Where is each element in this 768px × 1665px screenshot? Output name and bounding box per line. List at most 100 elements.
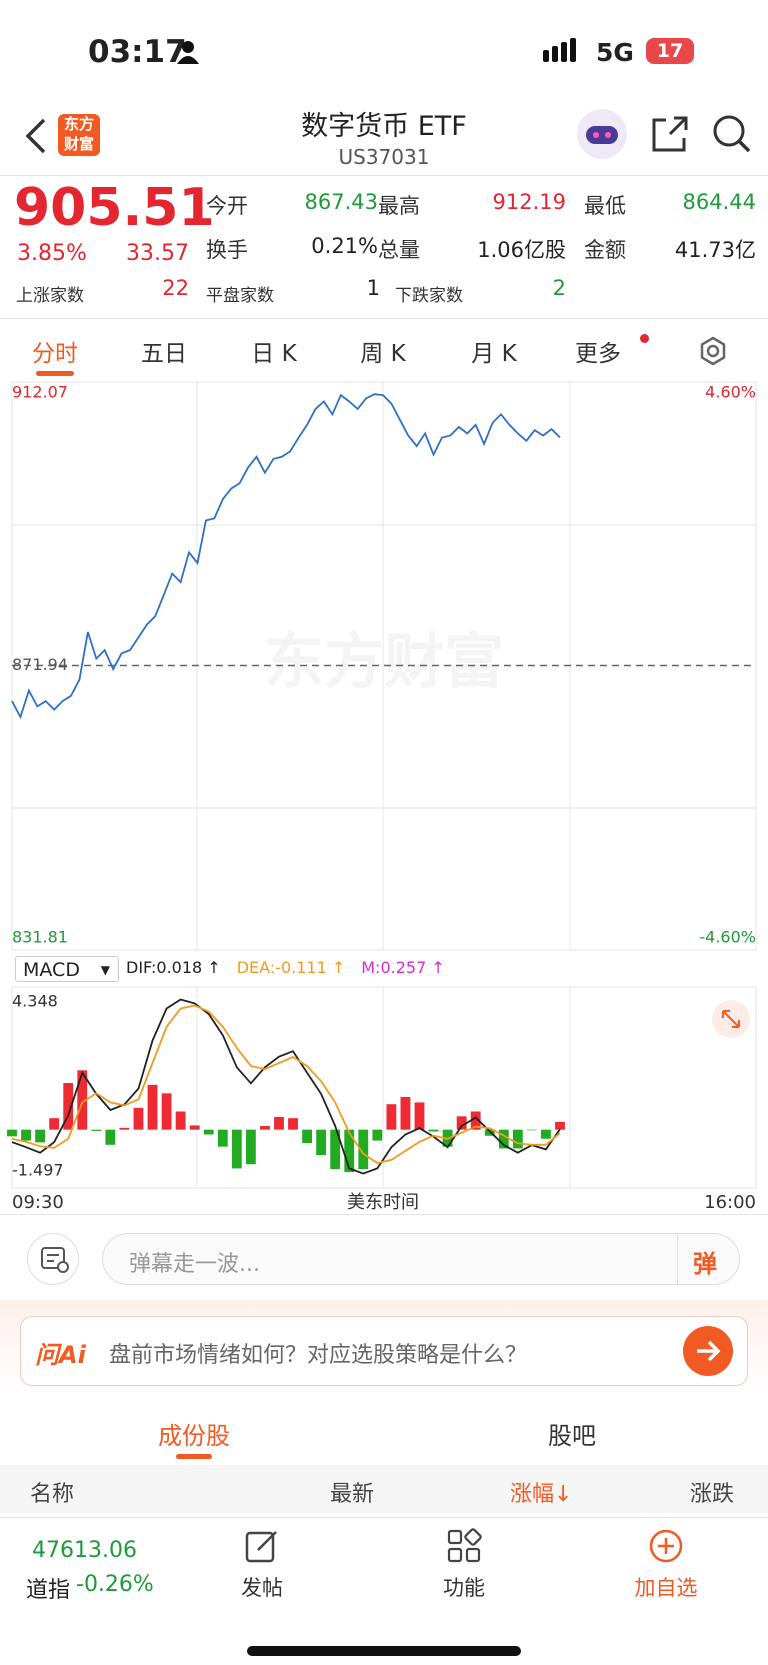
macd-bar (302, 1129, 312, 1143)
field-label: 最低 (584, 194, 626, 218)
input-placeholder: 弹幕走一波... (129, 1252, 260, 1277)
period-tab[interactable]: 分时 (32, 341, 78, 367)
person-icon (177, 41, 199, 64)
field-value: 912.19 (492, 190, 566, 214)
page-title: 数字货币 ETF (301, 111, 467, 142)
section-tab[interactable]: 成份股 (158, 1422, 230, 1450)
field-value: 0.21% (311, 234, 378, 258)
dea-line (11, 1004, 561, 1164)
macd-bar (456, 1116, 467, 1130)
macd-bar (484, 1129, 495, 1136)
macd-bar (274, 1116, 284, 1130)
indicator-select[interactable]: MACD ▼ (15, 956, 119, 982)
comment-settings[interactable] (27, 1233, 79, 1285)
macd-bar (526, 1129, 537, 1131)
logo-text: 财富 (63, 135, 94, 153)
danmaku-input[interactable]: 弹幕走一波... 弹 (102, 1233, 740, 1285)
macd-bar (498, 1129, 509, 1149)
macd-bar (217, 1129, 228, 1147)
breadth-label: 平盘家数 (206, 286, 274, 306)
settings-button[interactable] (698, 336, 728, 366)
network: 5G (596, 38, 634, 67)
indicator-name: MACD (23, 959, 80, 981)
macd-legend: DIF:0.018 ↑ DEA:-0.111 ↑ M:0.257 ↑ (126, 958, 461, 977)
period-tab[interactable]: 月 K (471, 341, 517, 367)
breadth-label: 下跌家数 (395, 286, 463, 306)
y-tick-label: 831.81 (12, 928, 68, 947)
section-tab[interactable]: 股吧 (548, 1422, 596, 1450)
ai-send[interactable] (683, 1326, 733, 1376)
field-label: 总量 (378, 238, 420, 262)
nav-item[interactable]: 发帖 (241, 1576, 283, 1600)
macd-bar (77, 1070, 88, 1130)
status-time: 03:17 (88, 34, 187, 70)
macd-bar (189, 1125, 200, 1130)
share-button[interactable] (650, 114, 690, 154)
divider (0, 175, 768, 176)
stock-code: US37031 (338, 145, 430, 169)
column-header: 涨幅↓ (510, 1482, 573, 1507)
field-label: 换手 (206, 238, 248, 262)
macd-bar (133, 1107, 144, 1130)
period-tab[interactable]: 更多 (575, 341, 621, 367)
column-header: 涨跌 (690, 1482, 735, 1507)
y-tick-label: 4.348 (12, 992, 58, 1011)
field-label: 金额 (584, 238, 626, 262)
macd-bar (175, 1111, 186, 1130)
chart-frame (11, 986, 757, 1189)
divider (0, 1214, 768, 1215)
y-tick-label: 912.07 (12, 383, 68, 402)
assistant-avatar[interactable] (574, 108, 630, 160)
expand-icon (722, 1010, 740, 1028)
ai-logo: 问Ai (35, 1341, 86, 1369)
breadth-value: 22 (162, 276, 189, 300)
index-change: -0.26% (76, 1572, 154, 1597)
nav-item[interactable]: 功能 (443, 1576, 485, 1600)
nav-item[interactable]: 加自选 (634, 1576, 698, 1600)
macd-bar (288, 1118, 298, 1130)
macd-bar (260, 1126, 270, 1130)
tab-underline (36, 371, 74, 376)
macd-bar (35, 1129, 46, 1143)
danmaku-button[interactable]: 弹 (693, 1250, 717, 1278)
period-tab[interactable]: 周 K (360, 341, 406, 367)
ai-question: 盘前市场情绪如何？对应选股策略是什么？ (109, 1343, 528, 1368)
app-logo: 东方 财富 (58, 114, 100, 156)
field-value: 41.73亿 (674, 238, 756, 262)
y-tick-label: -1.497 (12, 1161, 64, 1180)
field-label: 今开 (206, 194, 248, 218)
ai-prompt[interactable]: 问Ai 盘前市场情绪如何？对应选股策略是什么？ (20, 1316, 748, 1386)
macd-bar (372, 1129, 383, 1141)
macd-bar (63, 1083, 74, 1130)
macd-bar (316, 1129, 327, 1156)
post-icon (245, 1531, 277, 1563)
field-value: 867.43 (304, 190, 378, 214)
arrow-icon (697, 1340, 721, 1362)
breadth-value: 1 (366, 276, 380, 300)
badge-dot (640, 334, 649, 343)
y2-tick-label: -4.60% (699, 928, 756, 947)
battery: 17 (646, 38, 694, 64)
column-header: 名称 (30, 1482, 75, 1507)
separator (677, 1234, 678, 1284)
macd-bar (512, 1129, 523, 1149)
macd-bar (7, 1129, 17, 1137)
period-tab[interactable]: 日 K (251, 341, 297, 367)
table-header (0, 1465, 768, 1513)
logo-text: 东方 (63, 115, 94, 133)
change-pct: 3.85% (17, 241, 87, 266)
macd-bar (119, 1127, 130, 1130)
macd-bar (428, 1129, 439, 1132)
watermark: 东方财富 (264, 628, 504, 698)
macd-bar (161, 1093, 172, 1130)
expand-button[interactable] (712, 1000, 750, 1038)
macd-bar (49, 1118, 60, 1130)
macd-bar (414, 1102, 425, 1130)
legend-entry: DIF:0.018 ↑ (126, 958, 221, 977)
tab-underline (176, 1454, 212, 1459)
search-button[interactable] (712, 114, 752, 154)
period-tab[interactable]: 五日 (141, 341, 187, 367)
back-button[interactable] (24, 118, 48, 154)
